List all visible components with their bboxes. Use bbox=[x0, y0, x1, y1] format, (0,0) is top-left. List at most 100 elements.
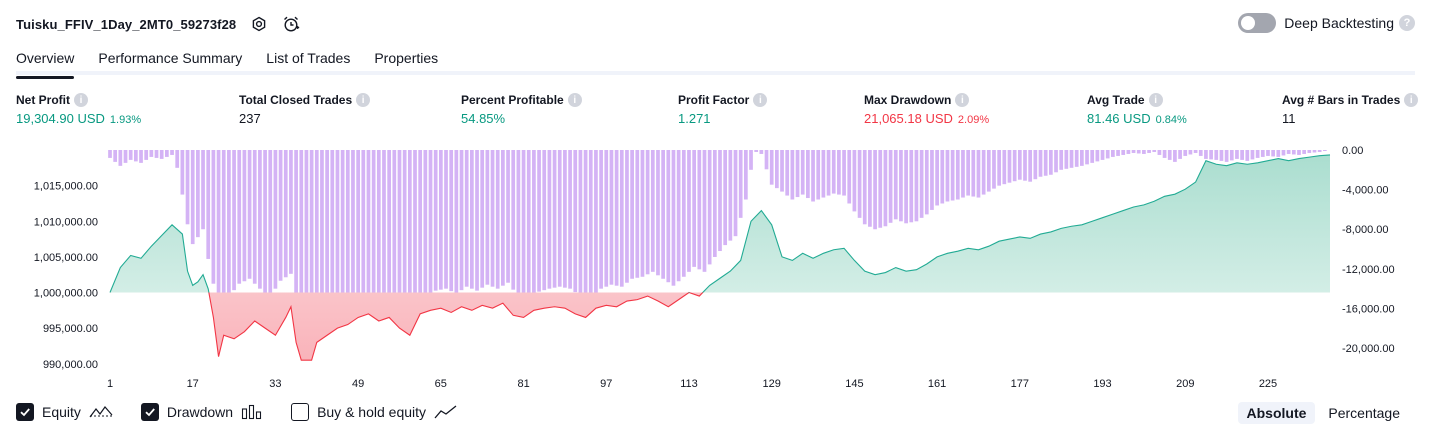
drawdown-bar bbox=[123, 150, 128, 163]
drawdown-bar bbox=[1090, 150, 1095, 163]
drawdown-bar bbox=[712, 150, 717, 257]
drawdown-bar bbox=[175, 150, 180, 168]
drawdown-bar bbox=[609, 150, 614, 285]
drawdown-bar bbox=[542, 150, 547, 291]
drawdown-bar bbox=[428, 150, 433, 293]
metrics-row: Net Profit i 19,304.90 USD 1.93% Total Clo… bbox=[16, 93, 1419, 129]
metric-avg-trade: Avg Trade i 81.46 USD 0.84% bbox=[1087, 93, 1187, 126]
legend-buy-hold[interactable]: Buy & hold equity bbox=[291, 403, 458, 421]
drawdown-bar bbox=[702, 150, 707, 272]
drawdown-bar bbox=[299, 150, 304, 349]
info-icon[interactable]: i bbox=[1404, 93, 1419, 107]
drawdown-bar bbox=[1193, 150, 1198, 153]
help-icon[interactable]: ? bbox=[1399, 15, 1415, 31]
info-icon[interactable]: i bbox=[74, 93, 88, 107]
drawdown-bar bbox=[397, 150, 402, 309]
drawdown-bar bbox=[1255, 150, 1260, 158]
legend-equity[interactable]: Equity bbox=[16, 403, 113, 421]
drawdown-axis: 0.00 -4,000.00 -8,000.00 -12,000.00 -16,000.… bbox=[1342, 145, 1395, 355]
drawdown-bar bbox=[1074, 150, 1079, 167]
drawdown-bar bbox=[511, 150, 516, 290]
report-tabs: Overview Performance Summary List of Tra… bbox=[16, 44, 1415, 79]
info-icon[interactable]: i bbox=[356, 93, 371, 107]
info-icon[interactable]: i bbox=[753, 93, 768, 107]
drawdown-bar bbox=[1224, 150, 1229, 162]
drawdown-bar bbox=[1302, 150, 1307, 154]
drawdown-bar bbox=[992, 150, 996, 189]
alarm-clock-icon[interactable] bbox=[282, 15, 300, 33]
metric-value: 1.271 bbox=[678, 111, 711, 126]
drawdown-bar bbox=[883, 150, 888, 227]
trade-tick-label: 17 bbox=[187, 378, 199, 390]
report-header: Tuisku_FFIV_1Day_2MT0_59273f28 bbox=[16, 12, 300, 36]
drawdown-bar bbox=[899, 150, 903, 222]
drawdown-tick-label: -20,000.00 bbox=[1342, 343, 1395, 355]
drawdown-bar bbox=[165, 150, 169, 157]
drawdown-bar bbox=[671, 150, 676, 286]
percentage-button[interactable]: Percentage bbox=[1328, 405, 1400, 421]
drawdown-bar bbox=[930, 150, 934, 210]
drawdown-bar bbox=[413, 150, 417, 321]
drawdown-bar bbox=[382, 150, 386, 307]
info-icon[interactable]: i bbox=[1148, 93, 1163, 107]
drawdown-bar bbox=[986, 150, 991, 192]
metric-label: Net Profit bbox=[16, 93, 70, 107]
drawdown-bar bbox=[1069, 150, 1074, 168]
drawdown-bar bbox=[464, 150, 469, 287]
drawdown-bar bbox=[873, 150, 877, 230]
drawdown-bar bbox=[356, 150, 360, 307]
deep-backtesting-toggle[interactable] bbox=[1238, 13, 1277, 33]
drawdown-bar bbox=[935, 150, 939, 206]
gear-icon[interactable] bbox=[250, 15, 268, 33]
info-icon[interactable]: i bbox=[955, 93, 970, 107]
drawdown-bar bbox=[407, 150, 412, 317]
drawdown-bar bbox=[950, 150, 955, 201]
equity-line bbox=[109, 154, 1331, 293]
metric-percent: 1.93% bbox=[109, 114, 142, 126]
drawdown-bar bbox=[516, 150, 521, 297]
chart-legend: Equity Drawdown Buy & hold equity bbox=[16, 403, 486, 421]
equity-drawdown-chart[interactable]: 1,015,000.00 1,010,000.00 1,005,000.00 1,00… bbox=[0, 140, 1431, 395]
equity-loss-line bbox=[110, 292, 704, 361]
tab-list-of-trades[interactable]: List of Trades bbox=[266, 50, 351, 66]
drawdown-bar bbox=[273, 150, 278, 289]
drawdown-bar bbox=[707, 150, 712, 265]
drawdown-bar bbox=[459, 150, 464, 291]
drawdown-bar bbox=[1012, 150, 1017, 182]
drawdown-bar bbox=[547, 150, 552, 289]
drawdown-bar bbox=[945, 150, 950, 202]
legend-label: Buy & hold equity bbox=[317, 404, 427, 420]
legend-drawdown[interactable]: Drawdown bbox=[140, 403, 263, 421]
checkbox-checked-icon[interactable] bbox=[140, 403, 159, 421]
drawdown-bar bbox=[196, 150, 200, 238]
drawdown-bar bbox=[821, 150, 826, 198]
checkbox-checked-icon[interactable] bbox=[16, 403, 34, 421]
drawdown-bar bbox=[1291, 150, 1296, 155]
drawdown-bar bbox=[470, 150, 474, 289]
tab-performance-summary[interactable]: Performance Summary bbox=[98, 50, 243, 66]
drawdown-bar bbox=[1281, 150, 1286, 156]
drawdown-bar bbox=[154, 150, 159, 158]
drawdown-bar bbox=[392, 150, 397, 304]
drawdown-bar bbox=[335, 150, 340, 317]
drawdown-bar bbox=[1183, 150, 1188, 156]
drawdown-bar bbox=[578, 150, 583, 296]
drawdown-bar bbox=[780, 150, 784, 192]
drawdown-bar bbox=[811, 150, 815, 202]
drawdown-bar bbox=[1142, 150, 1146, 154]
drawdown-bar bbox=[1312, 150, 1317, 153]
absolute-button[interactable]: Absolute bbox=[1237, 402, 1316, 424]
drawdown-bar bbox=[661, 150, 665, 279]
drawdown-bar bbox=[1002, 150, 1007, 185]
checkbox-unchecked-icon[interactable] bbox=[291, 403, 310, 421]
tab-overview[interactable]: Overview bbox=[16, 44, 75, 79]
drawdown-bar bbox=[185, 150, 190, 225]
drawdown-bar bbox=[289, 150, 293, 274]
drawdown-bar bbox=[366, 150, 371, 302]
tab-properties[interactable]: Properties bbox=[374, 50, 439, 66]
equity-profit-area bbox=[110, 154, 1330, 293]
drawdown-bar bbox=[1100, 150, 1105, 160]
drawdown-bar bbox=[1157, 150, 1162, 155]
info-icon[interactable]: i bbox=[567, 93, 582, 107]
drawdown-bar bbox=[180, 150, 185, 195]
